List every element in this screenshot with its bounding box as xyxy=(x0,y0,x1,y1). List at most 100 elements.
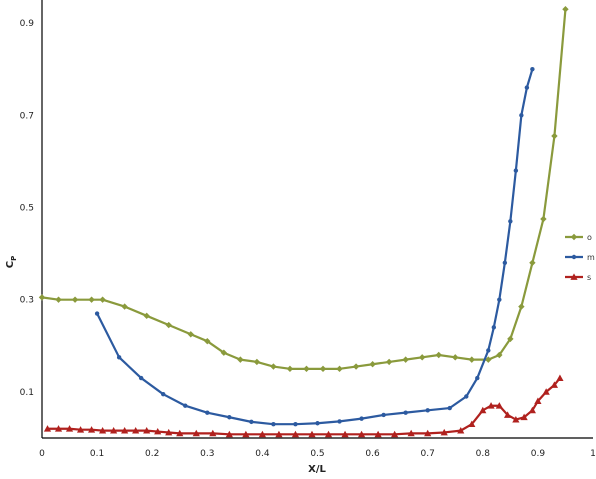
series-1 xyxy=(94,66,535,427)
data-point xyxy=(286,365,294,373)
data-point xyxy=(324,430,333,438)
data-point xyxy=(55,296,62,303)
y-tick-label: 0.5 xyxy=(20,203,34,213)
data-point xyxy=(540,215,547,223)
data-point xyxy=(357,430,366,438)
data-point xyxy=(550,381,559,388)
data-point xyxy=(341,430,349,438)
data-point xyxy=(87,426,96,433)
data-point xyxy=(403,410,408,415)
series-2 xyxy=(43,374,564,438)
axes xyxy=(41,0,593,439)
data-point xyxy=(143,427,151,434)
y-tick-label: 0.1 xyxy=(20,388,34,398)
data-point xyxy=(487,402,495,409)
data-point xyxy=(502,260,508,265)
data-point xyxy=(94,311,100,316)
data-point xyxy=(99,427,107,434)
data-point xyxy=(542,388,550,395)
y-tick-label: 0.9 xyxy=(20,19,35,29)
x-tick-label: 0.9 xyxy=(531,449,546,459)
data-point xyxy=(116,355,122,360)
data-point xyxy=(270,363,277,370)
data-point xyxy=(161,392,166,397)
data-point xyxy=(381,412,386,418)
data-point xyxy=(418,354,426,361)
data-point xyxy=(99,296,106,303)
legend-label: s xyxy=(587,273,591,282)
data-point xyxy=(385,358,393,366)
data-point xyxy=(204,337,211,345)
series-group xyxy=(38,6,569,438)
x-tick-label: 1 xyxy=(590,449,596,459)
data-point xyxy=(468,356,475,363)
data-point xyxy=(374,430,382,438)
x-tick-label: 0.4 xyxy=(255,449,270,459)
x-tick-label: 0.3 xyxy=(200,449,214,459)
data-point xyxy=(562,6,569,13)
data-point xyxy=(138,375,144,381)
data-point xyxy=(165,428,173,436)
data-point xyxy=(225,430,233,438)
data-point xyxy=(154,427,162,435)
data-point xyxy=(503,411,512,418)
legend: o m s xyxy=(565,233,595,282)
data-point xyxy=(121,427,129,434)
data-point xyxy=(242,430,250,438)
data-point xyxy=(440,428,448,436)
data-point xyxy=(369,361,376,368)
data-point xyxy=(534,397,542,404)
data-point xyxy=(258,430,266,438)
data-point xyxy=(220,349,228,356)
data-point xyxy=(183,403,188,408)
legend-item-2: s xyxy=(565,273,591,282)
data-point xyxy=(447,405,452,411)
data-point xyxy=(132,427,140,434)
data-point xyxy=(486,348,491,353)
data-point xyxy=(143,312,150,320)
data-point xyxy=(308,430,316,438)
data-point xyxy=(391,430,399,438)
data-point xyxy=(359,416,364,421)
data-point xyxy=(205,410,210,415)
y-axis-title-subscript: P xyxy=(10,256,18,261)
data-point xyxy=(570,273,578,280)
data-point xyxy=(110,427,118,434)
x-tick-label: 0.6 xyxy=(365,449,380,459)
legend-label: m xyxy=(587,253,595,262)
y-tick-label: 0.7 xyxy=(20,111,34,121)
data-point xyxy=(468,420,476,428)
data-point xyxy=(54,425,63,432)
x-tick-label: 0 xyxy=(39,449,45,459)
data-point xyxy=(271,421,276,427)
data-point xyxy=(319,365,327,373)
data-point xyxy=(352,363,360,370)
series-line xyxy=(41,9,567,370)
data-point xyxy=(475,375,480,381)
data-point xyxy=(237,356,244,363)
data-point xyxy=(424,429,432,437)
data-point xyxy=(337,419,342,424)
data-point xyxy=(497,297,502,302)
data-point xyxy=(464,394,469,399)
data-point xyxy=(570,233,578,241)
data-point xyxy=(336,365,343,373)
x-tick-label: 0.8 xyxy=(476,449,491,459)
data-point xyxy=(524,85,530,90)
y-tick-labels: 0.1 0.3 0.5 0.7 0.9 xyxy=(20,19,35,398)
x-tick-label: 0.2 xyxy=(145,449,159,459)
data-point xyxy=(512,415,520,423)
data-point xyxy=(227,415,232,420)
data-point xyxy=(176,429,184,437)
data-point xyxy=(485,356,492,363)
data-point xyxy=(507,335,514,343)
x-tick-labels: 0 0.1 0.2 0.3 0.4 0.5 0.6 0.7 0.8 0.9 1 xyxy=(39,449,596,459)
legend-label: o xyxy=(587,233,592,242)
legend-item-0: o xyxy=(565,233,592,242)
data-point xyxy=(519,113,524,118)
data-point xyxy=(187,331,194,338)
data-point xyxy=(209,429,217,437)
data-point xyxy=(43,425,52,432)
data-point xyxy=(457,427,465,434)
